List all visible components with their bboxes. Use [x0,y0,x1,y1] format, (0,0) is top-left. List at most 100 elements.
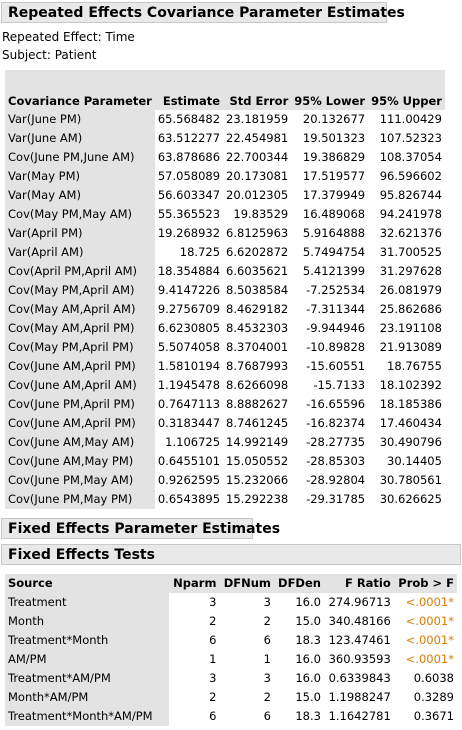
row-label: Cov(May AM,April AM) [5,300,155,319]
row-label: Cov(June PM,May PM) [5,490,155,509]
fixed-tests-section-header[interactable]: Fixed Effects Tests [1,544,461,565]
fixed-params-title: Fixed Effects Parameter Estimates [8,520,281,537]
table-cell: 18.3 [295,709,321,723]
table-cell: 274.96713 [328,595,391,609]
table-cell: 8.4532303 [226,321,289,335]
row-label: Treatment*AM/PM [5,669,169,688]
row-label: Var(June AM) [5,129,155,148]
table-cell: 20.173081 [226,169,289,183]
table-cell: 18.76755 [387,359,442,373]
table-cell: 0.3183447 [157,416,221,430]
table-cell: 5.5074058 [157,340,221,354]
table-row: Cov(April PM,April AM) 18.354884 6.6035621… [5,262,445,281]
table-cell: 6 [263,633,271,647]
subject-note: Subject: Patient [2,48,97,62]
col-header-fratio[interactable]: F Ratio [323,574,394,593]
col-header-nparm[interactable]: Nparm [169,574,220,593]
table-cell: 17.379949 [302,188,366,202]
table-row: Var(May PM) 57.058089 20.173081 17.519577 96… [5,167,445,186]
table-cell: 8.8882627 [226,397,289,411]
table-cell: 8.3704001 [226,340,289,354]
col-header-upper[interactable]: 95% Upper [368,70,445,110]
row-label: Var(May PM) [5,167,155,186]
table-cell: -9.944946 [306,321,366,335]
table-cell: 15.292238 [226,492,289,506]
row-label: Cov(April PM,April AM) [5,262,155,281]
table-cell: 8.7461245 [226,416,289,430]
col-header-parameter[interactable]: Covariance Parameter [5,70,155,110]
col-header-stderror[interactable]: Std Error [223,70,292,110]
row-label: Cov(June PM,June AM) [5,148,155,167]
cov-section-header[interactable]: Repeated Effects Covariance Parameter Es… [1,2,405,23]
table-cell: 95.826744 [379,188,442,202]
table-row: Var(June PM) 65.568482 23.181959 20.132677 1… [5,110,445,129]
table-cell: 63.878686 [157,150,221,164]
row-label: Treatment*Month*AM/PM [5,707,169,726]
table-row: Month*AM/PM 2 2 15.0 1.1988247 0.3289 [5,688,457,707]
table-cell: 20.132677 [302,112,366,126]
table-row: Cov(June AM,April PM) 1.5810194 8.7687993 -… [5,357,445,376]
col-header-dfden[interactable]: DFDen [273,574,324,593]
p-value-cell: 0.3289 [413,690,454,704]
cov-section-title: Repeated Effects Covariance Parameter Es… [8,4,405,21]
table-row: Var(April PM) 19.268932 6.8125963 5.9164888… [5,224,445,243]
p-value-cell: <.0001* [405,614,454,628]
col-header-prob[interactable]: Prob > F [393,574,457,593]
table-cell: 0.6455101 [157,454,221,468]
table-cell: 14.992149 [226,435,289,449]
table-cell: 6.6202872 [226,245,289,259]
table-cell: 18.185386 [379,397,442,411]
table-row: Treatment*AM/PM 3 3 16.0 0.6339843 0.6038 [5,669,457,688]
table-cell: 30.14405 [387,454,442,468]
table-cell: 32.621376 [379,226,442,240]
table-cell: 16.489068 [302,207,366,221]
table-row: Cov(May PM,April PM) 5.5074058 8.3704001 -1… [5,338,445,357]
table-cell: 55.365523 [157,207,221,221]
table-cell: 30.780561 [379,473,442,487]
table-cell: 16.0 [295,652,321,666]
col-header-source[interactable]: Source [5,574,169,593]
fixed-params-section-header[interactable]: Fixed Effects Parameter Estimates [1,518,280,539]
table-cell: 19.501323 [302,131,366,145]
table-cell: 15.0 [295,690,321,704]
table-cell: 16.0 [295,671,321,685]
table-cell: 6.8125963 [226,226,289,240]
table-cell: -15.60551 [306,359,366,373]
row-label: Cov(June PM,April PM) [5,395,155,414]
fixed-effects-tests-table: Source Nparm DFNum DFDen F Ratio Prob > … [5,574,457,726]
table-cell: 8.6266098 [226,378,289,392]
table-row: Cov(June PM,April PM) 0.7647113 8.8882627 -… [5,395,445,414]
table-row: AM/PM 1 1 16.0 360.93593 <.0001* [5,650,457,669]
table-cell: 1 [263,652,271,666]
table-cell: -10.89828 [306,340,366,354]
table-cell: 2 [209,690,217,704]
row-label: Cov(June AM,April PM) [5,357,155,376]
table-cell: 20.012305 [226,188,289,202]
row-label: Cov(June AM,April PM) [5,414,155,433]
row-label: AM/PM [5,650,169,669]
table-cell: 31.700525 [379,245,442,259]
table-cell: 9.2756709 [157,302,221,316]
table-cell: 6 [209,633,217,647]
table-cell: 1.1945478 [157,378,221,392]
col-header-dfnum[interactable]: DFNum [219,574,274,593]
row-label: Cov(May PM,May AM) [5,205,155,224]
table-cell: 0.9262595 [157,473,221,487]
table-cell: 31.297628 [379,264,442,278]
table-cell: 1.5810194 [157,359,221,373]
table-cell: 17.519577 [302,169,366,183]
col-header-estimate[interactable]: Estimate [154,70,224,110]
table-cell: 15.0 [295,614,321,628]
table-cell: 19.268932 [157,226,221,240]
p-value-cell: 0.3671 [413,709,454,723]
table-cell: -28.92804 [306,473,366,487]
table-cell: -15.7133 [313,378,366,392]
table-cell: 5.7494754 [302,245,366,259]
table-cell: 56.603347 [157,188,221,202]
table-row: Month 2 2 15.0 340.48166 <.0001* [5,612,457,631]
table-cell: 6.6230805 [157,321,221,335]
table-cell: 18.725 [179,245,221,259]
table-cell: 22.700344 [226,150,289,164]
row-label: Treatment*Month [5,631,169,650]
col-header-lower[interactable]: 95% Lower [291,70,369,110]
